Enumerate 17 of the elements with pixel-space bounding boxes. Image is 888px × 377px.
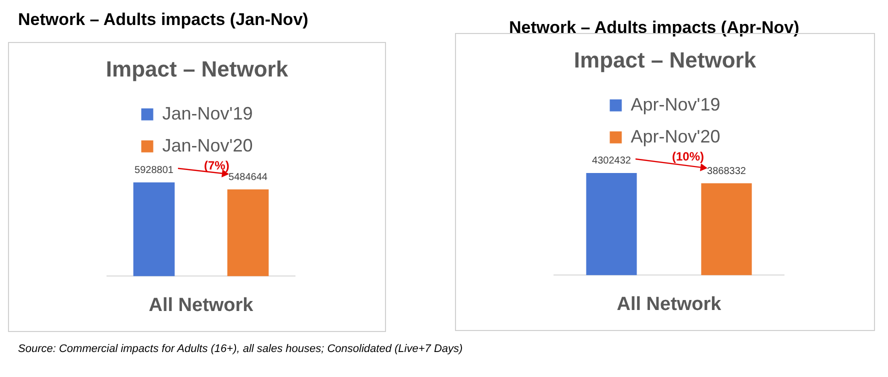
data-label: 3868332: [707, 166, 746, 178]
legend-label: Jan-Nov'20: [162, 135, 253, 156]
chart-subtitle: Impact – Network: [106, 56, 289, 82]
text: (7%): [204, 158, 230, 173]
chart-title: Network – Adults impacts (Apr-Nov): [509, 18, 800, 38]
x-axis-title: All Network: [148, 294, 254, 316]
data-label: 5484644: [228, 172, 268, 184]
data-label: 5928801: [134, 165, 174, 176]
text: (10%): [672, 149, 704, 164]
source-note: Source: Commercial impacts for Adults (16+), all sales houses; Consolidated (Live+7 Days): [18, 343, 463, 355]
legend-label: Apr-Nov'19: [630, 94, 720, 114]
x-axis-title: All Network: [616, 294, 722, 315]
chart-subtitle: Impact – Network: [574, 47, 757, 72]
legend-label: Jan-Nov'19: [162, 103, 253, 124]
data-label: 4302432: [592, 156, 632, 167]
chart-title: Network – Adults impacts (Jan-Nov): [18, 10, 308, 30]
legend-label: Apr-Nov'20: [630, 126, 720, 146]
